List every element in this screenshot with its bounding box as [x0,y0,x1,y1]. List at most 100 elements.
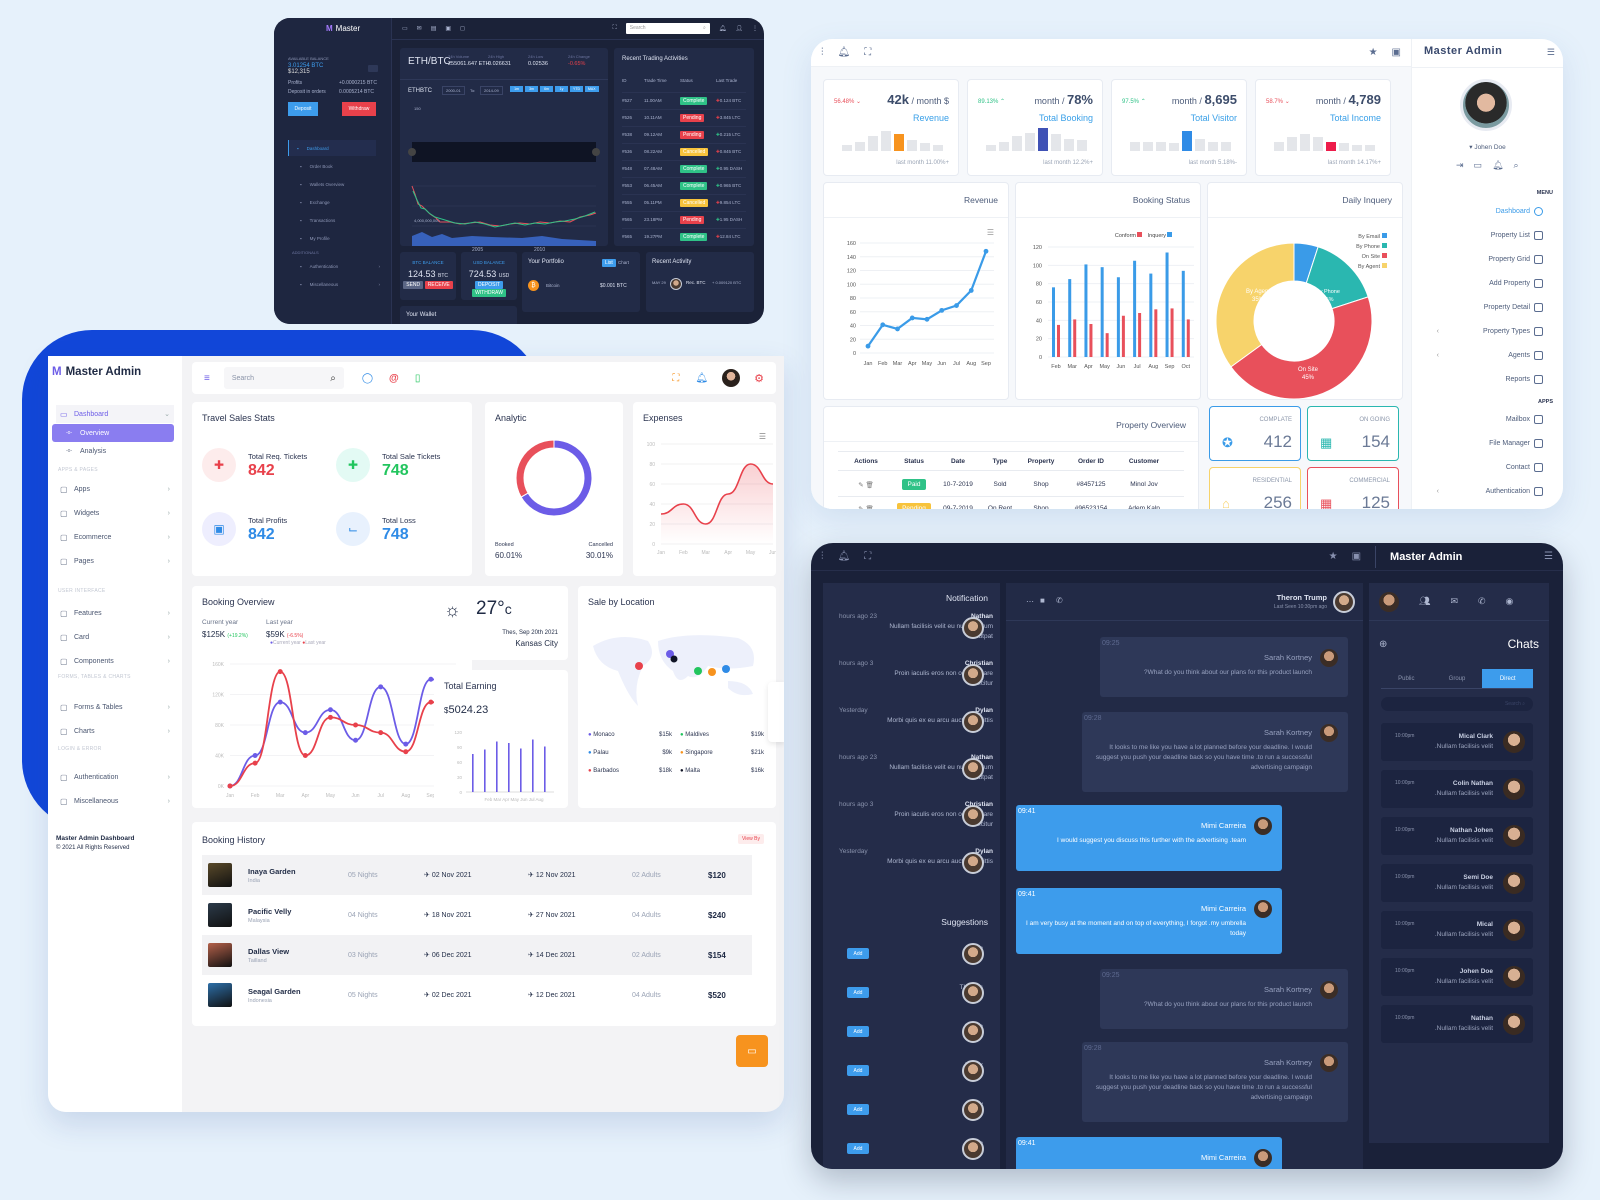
range-button[interactable]: 1m [510,86,523,92]
fullscreen-icon[interactable]: ◻ [460,26,466,32]
tab-group[interactable]: Group [1448,676,1466,682]
floating-toolbar[interactable] [768,682,784,742]
star-icon[interactable]: ★ [1328,551,1338,562]
hamburger-icon[interactable]: ☰ [1546,47,1555,57]
balance-chart-icon[interactable] [368,65,378,72]
booking-row[interactable]: Inaya Garden India 05 Nights ✈ 02 Nov 202… [202,855,752,895]
stat-card[interactable]: 97.5% ⌃ month / 8,695 Total Visitor last… [1111,79,1247,176]
add-friend-button[interactable]: Add [847,987,869,998]
clipboard-icon[interactable]: ▯ [414,372,421,384]
my-avatar[interactable] [1379,591,1399,612]
bell-icon[interactable]: 🔔︎ [1492,160,1504,170]
settings-gear-icon[interactable]: ⚙ [754,372,764,385]
trade-row[interactable]: #548 07.48AM Complete ✚ 0.95 DASH [622,160,746,176]
menu-item[interactable]: Dashboard [1496,207,1543,216]
chat-list-item[interactable]: 10:00pm Nathan Johen .Nullam facilisis v… [1381,817,1533,855]
view-by-button[interactable]: View By [738,834,764,844]
crypto-search-input[interactable]: Search ⌕ [625,23,710,34]
range-button[interactable]: 6m [540,86,553,92]
message-bubble[interactable]: 09:41 Mimi Carreira I would suggest you … [1016,805,1282,871]
trade-row[interactable]: #555 05.11PM Cancelled ✚ 9.854 LTC [622,194,746,210]
table-row[interactable]: ✎ 🗑︎ Paid 10-7-2019 Sold Shop #8457125 M… [838,473,1184,497]
kpi-card[interactable]: COMMERCIAL ▦ 125 [1307,467,1399,509]
add-chat-icon[interactable]: ⊕ [1379,639,1388,650]
send-button[interactable]: SEND [403,281,424,289]
sidebar-item[interactable]: ▪ Miscellaneous › [292,276,380,292]
sidebar-item[interactable]: ▢ Widgets › [56,504,174,522]
sidebar-item[interactable]: ▢ Pages › [56,552,174,570]
at-sign-icon[interactable]: @ [389,372,399,384]
chat-list-item[interactable]: 10:00pm Nathan .Nullam facilisis velit [1381,1005,1533,1043]
bell-icon[interactable]: 🔔︎ [837,551,851,562]
notification-item[interactable]: hours ago 3 Christian Proin iaculis eros n… [823,660,1000,704]
range-to-input[interactable]: 2014-09 [480,86,503,95]
fullscreen-icon[interactable]: ⛶ [672,372,680,384]
booking-row[interactable]: Pacific Velly Malaysia 04 Nights ✈ 18 Nov… [202,895,752,935]
message-bubble[interactable]: 09:41 Mimi Carreira I am very busy at th… [1016,888,1282,954]
chart-menu-icon[interactable]: ☰ [758,432,766,441]
sidebar-item[interactable]: ▢ Card › [56,628,174,646]
fullscreen-icon[interactable]: ⛶ [864,551,872,562]
scan-icon[interactable]: ⛶ [612,25,617,31]
trade-row[interactable]: #553 06.45AM Complete ✚ 0.965 BTC [622,177,746,193]
sidebar-item[interactable]: ▪ Authentication › [292,258,380,274]
menu-item[interactable]: File Manager [1489,439,1543,448]
profile-name[interactable]: ▾ Johen Doe [1412,143,1563,151]
sidebar-item[interactable]: ▢ Charts › [56,722,174,740]
kpi-card[interactable]: ON GOING ▦ 154 [1307,406,1399,461]
sidebar-item[interactable]: ▪ Order Book [292,158,380,174]
sidebar-item[interactable]: ▢ Forms & Tables › [56,698,174,716]
video-call-icon[interactable]: ■ [1040,596,1045,605]
stat-card[interactable]: 89.13% ⌃ month / 78% Total Booking last … [967,79,1103,176]
kpi-card[interactable]: COMPLATE ✪ 412 [1209,406,1301,461]
tab-public[interactable]: Public [1398,676,1415,682]
phone-icon[interactable]: ✆ [1056,596,1063,605]
stat-card[interactable]: 56.48% ⌄ 42k / month $ Revenue last mont… [823,79,959,176]
message-bubble[interactable]: 09:28 Sarah Kortney It looks to me like … [1082,712,1348,792]
chat-list-item[interactable]: 10:00pm Mical .Nullam facilisis velit [1381,911,1533,949]
trade-row[interactable]: #536 08.22AM Cancelled ✚ 0.845 BTC [622,143,746,159]
chat-bubble-icon[interactable]: ◯ [361,372,374,384]
usd-deposit-button[interactable]: DEPOSIT [475,281,503,289]
notification-item[interactable]: hours ago 3 Christian Proin iaculis eros n… [823,801,1000,845]
edit-icon[interactable]: ✎ [858,505,864,510]
message-icon[interactable]: ▭ [1473,160,1483,170]
menu-item[interactable]: ‹ Property Types [1437,327,1543,336]
menu-item[interactable]: Reports [1505,375,1543,384]
menu-item[interactable]: Property Grid [1488,255,1543,264]
table-row[interactable]: ✎ 🗑︎ Pending 09-7-2019 On Rent Shop #965… [838,497,1184,509]
calendar-icon[interactable]: ▣ [445,26,452,32]
bell-icon[interactable]: 🔔︎ [718,26,727,32]
settings-sliders-icon[interactable]: ⫶ [821,551,824,562]
deposit-button[interactable]: Deposit [288,102,318,116]
inbox-icon[interactable]: ▤ [430,26,437,32]
add-friend-button[interactable]: Add [847,1065,869,1076]
logout-icon[interactable]: ⇥ [1456,160,1464,170]
delete-icon[interactable]: 🗑︎ [865,481,874,489]
range-button[interactable]: 3m [525,86,538,92]
message-bubble[interactable]: 09:28 Sarah Kortney It looks to me like … [1082,1042,1348,1122]
portfolio-list-tab[interactable]: List [602,259,616,267]
withdraw-button[interactable]: Withdraw [342,102,376,116]
sidebar-item[interactable]: ▪ Exchange [292,194,380,210]
range-from-input[interactable]: 2000-01 [442,86,465,95]
receive-button[interactable]: RECEIVE [424,281,453,289]
fullscreen-icon[interactable]: ⛶ [864,47,872,58]
trade-row[interactable]: #527 11.00AM Complete ✚ 0.124 BTC [622,92,746,108]
usd-withdraw-button[interactable]: WITHDRAW [472,289,506,297]
user-icon[interactable]: 👤︎ [735,26,743,32]
add-friend-button[interactable]: Add [847,948,869,959]
trade-row[interactable]: #538 09.12AM Pending ✚ 0.215 LTC [622,126,746,142]
menu-item[interactable]: Property Detail [1484,303,1543,312]
tab-direct[interactable]: Direct [1482,669,1534,688]
sidebar-item-analysis[interactable]: -o- Analysis [56,442,174,460]
travel-search-input[interactable]: Search ⌕ [223,367,344,389]
trade-row[interactable]: #565 19.27PM Complete ✚ 12.84 LTC [622,228,746,244]
chat-fab-button[interactable]: ▭ [736,1035,768,1067]
menu-toggle-icon[interactable]: ≡ [204,372,210,384]
edit-icon[interactable]: ✎ [858,481,864,489]
sidebar-item[interactable]: ▪ My Profile [292,230,380,246]
phone-icon[interactable]: ✆ [1477,596,1486,606]
sidebar-item[interactable]: ▪ Dashboard [288,140,376,156]
chat-list-item[interactable]: 10:00pm Johen Doe .Nullam facilisis veli… [1381,958,1533,996]
